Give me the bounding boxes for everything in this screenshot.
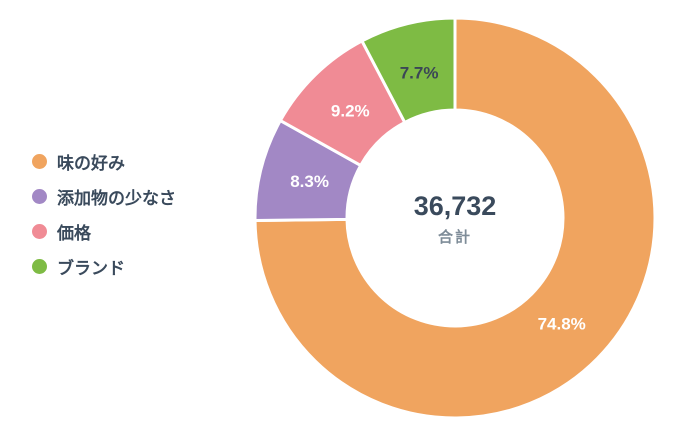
slice-value-label-3: 7.7% xyxy=(400,63,439,82)
legend-label: 添加物の少なさ xyxy=(57,188,176,208)
chart-center-total: 36,732 xyxy=(414,191,497,221)
legend-label: ブランド xyxy=(57,258,125,278)
legend-dot-icon xyxy=(32,258,47,274)
legend-dot-icon xyxy=(32,188,47,204)
slice-value-label-0: 74.8% xyxy=(538,314,586,333)
chart-legend: 味の好み添加物の少なさ 価格ブランド xyxy=(32,150,176,278)
legend-item-0: 味の好み xyxy=(32,150,176,173)
slice-value-label-1: 8.3% xyxy=(290,172,329,191)
donut-slice-0 xyxy=(253,16,657,420)
legend-item-3: ブランド xyxy=(32,255,176,278)
legend-item-2: 価格 xyxy=(32,220,176,243)
donut-slice-3 xyxy=(360,16,457,124)
slice-value-label-2: 9.2% xyxy=(331,102,370,121)
legend-dot-icon xyxy=(32,153,47,169)
legend-item-1: 添加物の少なさ xyxy=(32,185,176,208)
donut-slices: 74.8% 8.3% 9.2% 7.7% xyxy=(253,16,657,420)
chart-center-caption: 合計 xyxy=(437,228,472,246)
legend-label: 価格 xyxy=(57,223,91,243)
legend-label: 味の好み xyxy=(57,153,125,173)
legend-dot-icon xyxy=(32,223,47,239)
